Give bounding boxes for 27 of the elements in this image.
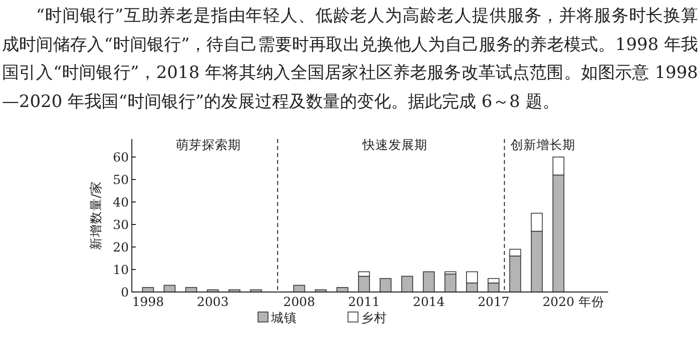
bar <box>444 274 456 292</box>
legend-label: 城镇 <box>270 310 297 325</box>
y-tick-label: 0 <box>120 284 129 300</box>
y-tick-label: 60 <box>112 150 129 164</box>
y-tick-label: 20 <box>112 240 129 254</box>
annotation: 创新增长期 <box>510 137 576 152</box>
x-tick-label: 2017 <box>478 294 510 309</box>
x-tick-label: 2003 <box>196 294 229 309</box>
x-tick-label: 2020 <box>542 294 574 309</box>
bar <box>380 278 392 292</box>
y-tick-label: 30 <box>112 217 129 232</box>
annotation: 萌芽探索期 <box>176 137 242 152</box>
x-tick-label: 1998 <box>132 294 164 309</box>
bar <box>422 271 435 292</box>
bar <box>358 276 370 292</box>
x-tick-label: 2011 <box>348 294 380 309</box>
legend-label: 乡村 <box>361 310 387 325</box>
bar <box>401 276 414 292</box>
y-axis-title: 新增数量/家 <box>88 180 103 250</box>
y-tick-label: 10 <box>112 262 129 277</box>
x-tick-label: 2014 <box>412 294 445 309</box>
y-tick-label: 50 <box>112 172 129 187</box>
text: “时间银行”互助养老是指由年轻人、低龄老人为高龄老人提供服务，并将服务时长换算成时间储存入“时间银行”，待自己需要时再取出兑换他人为自己服务的养老模式。1998 年我国引入“时间银行”，2018 年将其纳入全国居家社区养老服务改革试点范围。如图示意 1998—2020 年我国“时间银行”的发展过程及数量的变化。据此完成 6～8 题。 <box>2 5 698 114</box>
x-tick-label: 2008 <box>283 294 316 309</box>
annotation: 快速发展期 <box>362 137 428 152</box>
y-tick-label: 40 <box>112 194 129 210</box>
x-axis-title: 年份 <box>578 294 604 309</box>
